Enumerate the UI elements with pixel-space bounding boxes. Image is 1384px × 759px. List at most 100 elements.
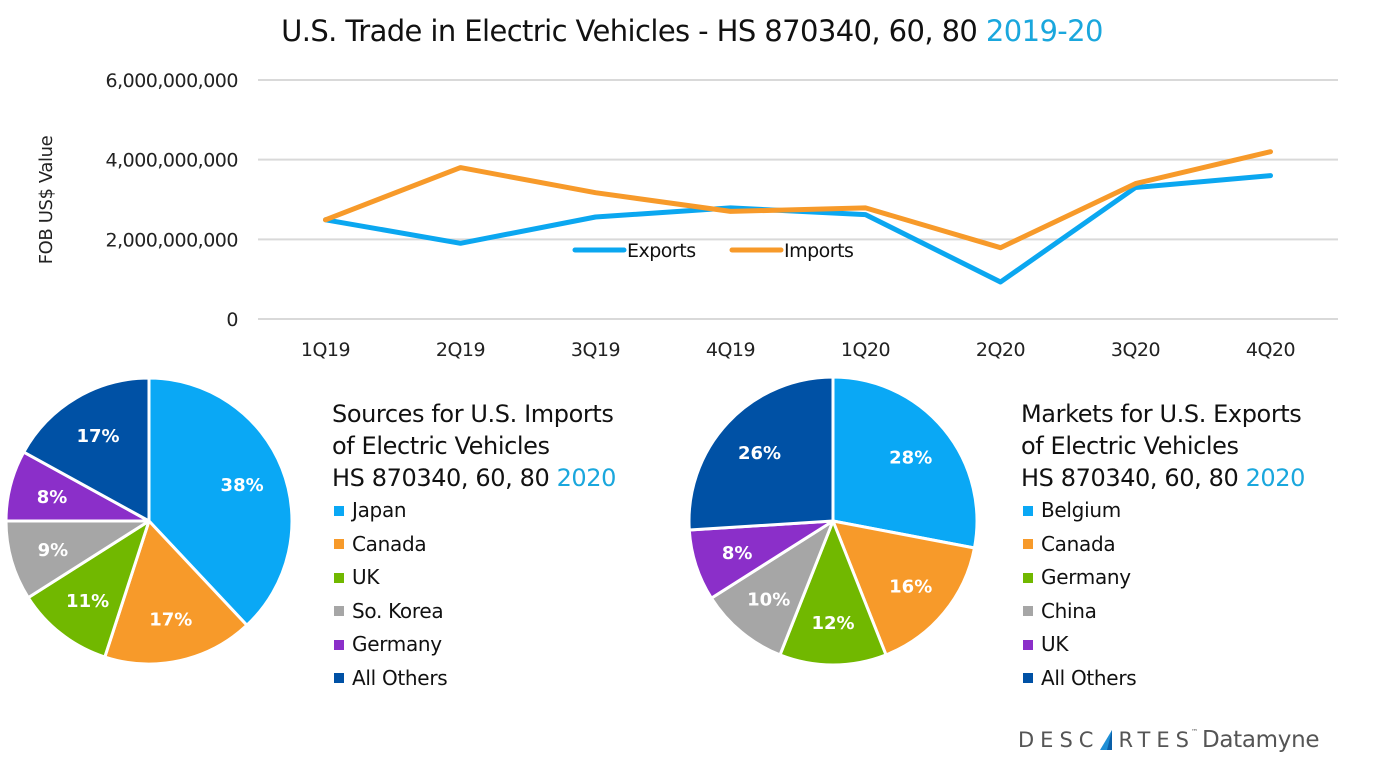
- legend-item: All Others: [332, 662, 616, 696]
- legend-label: Germany: [352, 632, 442, 656]
- imports-pie-legend: Japan Canada UK So. Korea Germany All Others: [332, 494, 616, 695]
- legend-label: Belgium: [1041, 498, 1121, 522]
- pie-slice-china: [709, 519, 835, 657]
- pie-slice-all-others: [22, 376, 151, 523]
- series-line-exports: [323, 173, 1273, 285]
- imports-pie-title-line2: of Electric Vehicles: [332, 432, 550, 460]
- exports-pie-title-line1: Markets for U.S. Exports: [1021, 400, 1302, 428]
- pie-slice-uk: [26, 519, 151, 659]
- logo-descartes-part1: DESC: [1018, 728, 1100, 752]
- pie-slice-japan: [147, 376, 294, 627]
- y-axis-ticks: 0 2,000,000,000 4,000,000,000 6,000,000,000: [105, 70, 238, 331]
- x-tick-label: 2Q19: [436, 339, 485, 361]
- pie-slice-label: 9%: [38, 540, 69, 561]
- logo-descartes-part2: RTES: [1118, 728, 1195, 752]
- x-tick-label: 4Q19: [706, 339, 755, 361]
- exports-pie-legend: Belgium Canada Germany China UK All Others: [1021, 494, 1305, 695]
- gridlines: [258, 79, 1338, 320]
- legend-item: UK: [1021, 628, 1305, 662]
- imports-pie-title-year: 2020: [556, 464, 617, 492]
- legend-label: Japan: [352, 498, 407, 522]
- exports-pie-title-line2: of Electric Vehicles: [1021, 432, 1239, 460]
- legend-swatch: [334, 606, 344, 617]
- descartes-datamyne-logo: DESC RTES ™ Datamyne: [1018, 727, 1320, 753]
- pie-slice-belgium: [831, 375, 979, 550]
- pie-slice-label: 8%: [722, 543, 753, 564]
- legend-item: UK: [332, 561, 616, 595]
- legend-label: UK: [1041, 632, 1069, 656]
- logo-trademark: ™: [1190, 728, 1198, 736]
- legend-label: Canada: [352, 531, 427, 556]
- chart-title-main: U.S. Trade in Electric Vehicles - HS 870…: [281, 14, 986, 48]
- series-line-imports: [323, 149, 1273, 251]
- legend-swatch: [1023, 539, 1033, 550]
- x-tick-label: 3Q20: [1111, 339, 1160, 361]
- legend-label: So. Korea: [352, 598, 444, 623]
- exports-pie-title: Markets for U.S. Exports of Electric Veh…: [1021, 398, 1305, 494]
- legend-label: All Others: [1041, 665, 1137, 690]
- sail-icon: [1100, 730, 1113, 750]
- imports-pie-title-line3: HS 870340, 60, 80 2020: [332, 462, 616, 494]
- legend-swatch: [1023, 505, 1033, 516]
- y-tick-label: 6,000,000,000: [105, 70, 238, 92]
- x-tick-label: 3Q19: [571, 339, 620, 361]
- pie-slice-label: 17%: [76, 426, 119, 447]
- exports-pie-title-line3: HS 870340, 60, 80 2020: [1021, 462, 1305, 494]
- legend-label: UK: [352, 565, 380, 589]
- pie-slice-label: 38%: [221, 475, 264, 496]
- exports-pie-panel: Markets for U.S. Exports of Electric Veh…: [1021, 398, 1305, 695]
- y-tick-label: 2,000,000,000: [105, 229, 238, 251]
- pie-slice-label: 26%: [738, 443, 781, 464]
- legend-item: China: [1021, 595, 1305, 629]
- logo-datamyne: Datamyne: [1201, 727, 1320, 753]
- pie-slice-canada: [103, 519, 249, 666]
- exports-pie-title-hs: HS 870340, 60, 80: [1021, 464, 1246, 492]
- legend-swatch: [334, 572, 344, 583]
- legend-swatch: [1023, 606, 1033, 617]
- x-tick-label: 1Q19: [301, 339, 350, 361]
- series-lines: [323, 149, 1273, 285]
- legend-item: Japan: [332, 494, 616, 528]
- pie-slice-label: 17%: [149, 610, 192, 631]
- legend-item: Germany: [1021, 561, 1305, 595]
- pie-slice-label: 28%: [889, 448, 932, 469]
- pie-slice-label: 8%: [37, 487, 68, 508]
- legend-swatch: [1023, 673, 1033, 684]
- pie-slice-label: 16%: [889, 576, 932, 597]
- y-tick-label: 4,000,000,000: [105, 150, 238, 172]
- imports-pie-panel: Sources for U.S. Imports of Electric Veh…: [332, 398, 616, 695]
- y-axis-label: FOB US$ Value: [36, 135, 57, 264]
- legend-swatch: [1023, 572, 1033, 583]
- legend-swatch: [1023, 639, 1033, 650]
- legend-label: Canada: [1041, 531, 1116, 556]
- legend-item: Germany: [332, 628, 616, 662]
- x-axis-ticks: 1Q19 2Q19 3Q19 4Q19 1Q20 2Q20 3Q20 4Q20: [301, 339, 1296, 361]
- legend-swatch: [334, 539, 344, 550]
- legend-label: China: [1041, 598, 1097, 623]
- y-tick-label: 0: [226, 309, 238, 331]
- pie-slice-canada: [831, 519, 976, 657]
- legend-item: Belgium: [1021, 494, 1305, 528]
- pie-slice-all-others: [687, 375, 835, 532]
- legend-swatch: [334, 673, 344, 684]
- pie-slice-so-korea: [4, 519, 151, 600]
- pie-slice-label: 11%: [66, 591, 109, 612]
- pie-slice-label: 12%: [811, 613, 854, 634]
- x-tick-label: 2Q20: [976, 339, 1025, 361]
- legend-item: Canada: [1021, 528, 1305, 562]
- exports-pie-chart: 28% 16% 12% 10% 8% 26%: [687, 375, 979, 667]
- legend-imports-label: Imports: [784, 240, 853, 262]
- x-tick-label: 4Q20: [1246, 339, 1295, 361]
- imports-pie-chart: 38% 17% 11% 9% 8% 17%: [4, 376, 294, 666]
- x-tick-label: 1Q20: [841, 339, 890, 361]
- imports-pie-title-line1: Sources for U.S. Imports: [332, 400, 614, 428]
- line-chart: 0 2,000,000,000 4,000,000,000 6,000,000,000…: [36, 70, 1338, 361]
- legend-swatch: [334, 505, 344, 516]
- legend-label: All Others: [352, 665, 448, 690]
- imports-pie-title-hs: HS 870340, 60, 80: [332, 464, 557, 492]
- legend-item: So. Korea: [332, 595, 616, 629]
- legend-label: Germany: [1041, 565, 1131, 589]
- pie-slice-germany: [778, 519, 888, 667]
- legend-swatch: [334, 639, 344, 650]
- chart-title-years: 2019-20: [985, 14, 1104, 48]
